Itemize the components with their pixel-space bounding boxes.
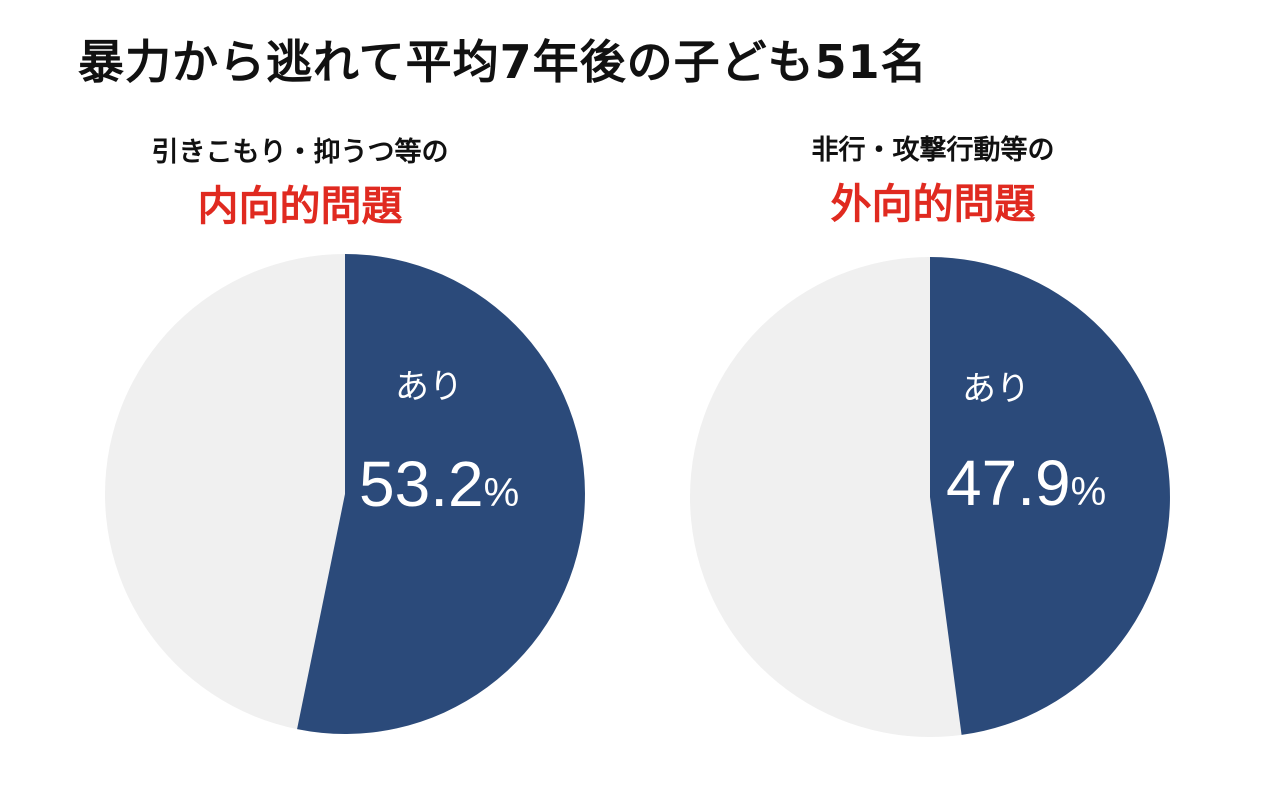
chart-externalizing: 非行・攻撃行動等の 外向的問題 あり 47.9% xyxy=(640,120,1200,760)
slice-value-unit: % xyxy=(1071,470,1107,514)
chart-internalizing: 引きこもり・抑うつ等の 内向的問題 あり 53.2% xyxy=(55,120,615,760)
slice-value-label: 47.9% xyxy=(946,447,1106,519)
slice-value-label: 53.2% xyxy=(359,448,519,520)
slice-value-number: 47.9 xyxy=(946,447,1071,519)
pie-chart: あり 47.9% xyxy=(690,257,1170,737)
chart-subtitle: 引きこもり・抑うつ等の xyxy=(151,137,449,168)
slice-value-unit: % xyxy=(484,471,520,515)
pie-chart: あり 53.2% xyxy=(105,254,585,734)
chart-category: 内向的問題 xyxy=(197,182,403,230)
chart-category: 外向的問題 xyxy=(830,180,1036,228)
slice-value-number: 53.2 xyxy=(359,448,484,520)
slice-label: あり xyxy=(962,369,1030,409)
pie-slice-present xyxy=(297,254,585,734)
slice-label: あり xyxy=(395,367,463,407)
chart-subtitle: 非行・攻撃行動等の xyxy=(811,135,1055,166)
pie-slice-present xyxy=(930,257,1170,735)
page-title: 暴力から逃れて平均7年後の子ども51名 xyxy=(78,35,928,89)
